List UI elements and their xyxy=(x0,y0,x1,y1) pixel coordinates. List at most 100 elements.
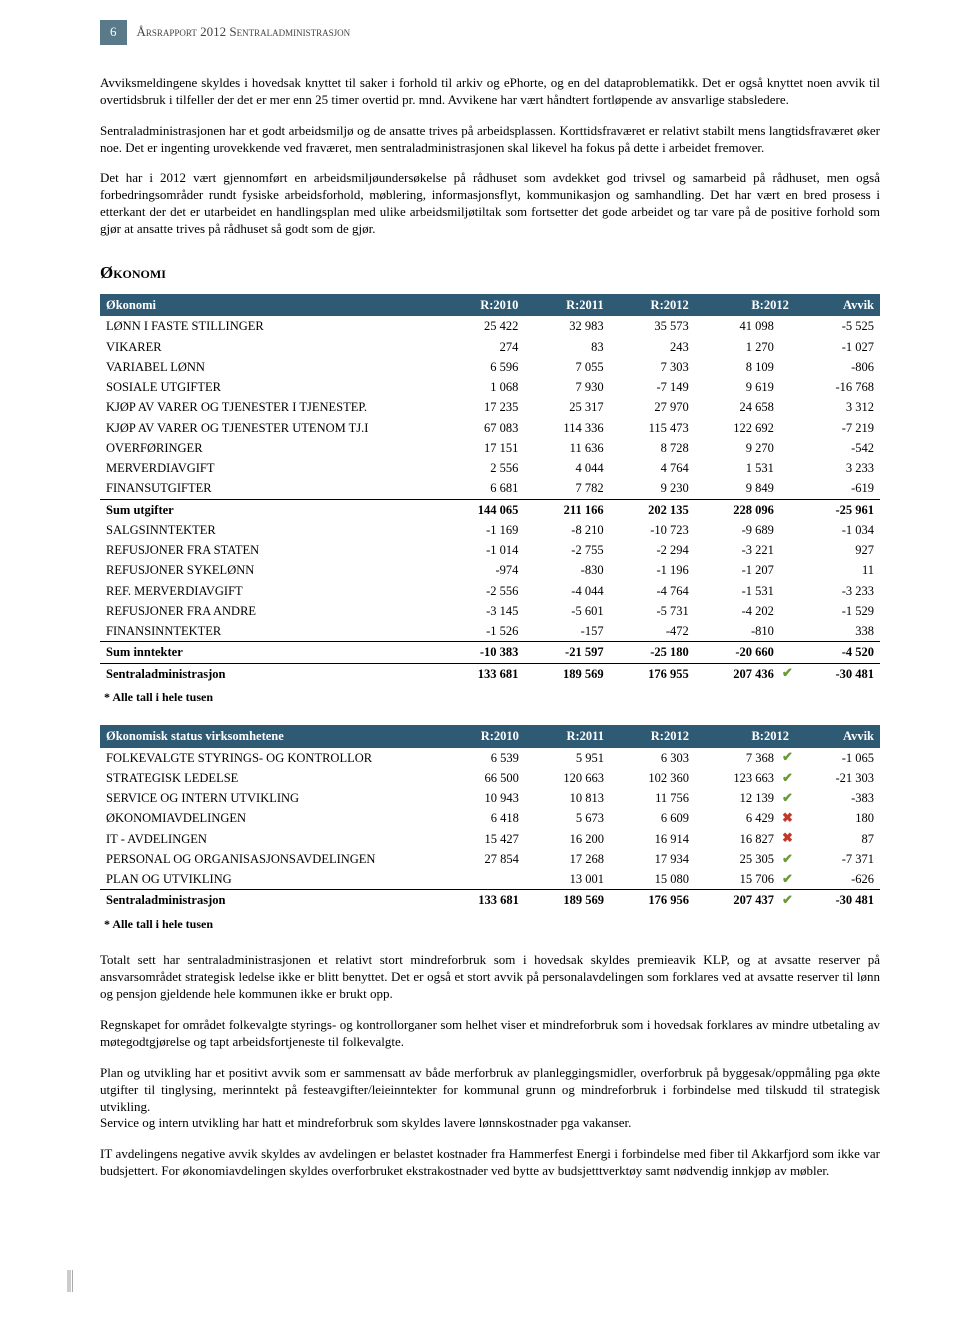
check-icon: ✔ xyxy=(782,871,793,886)
row-cell: -2 294 xyxy=(610,540,695,560)
row-cell: -619 xyxy=(795,478,880,499)
row-cell: -810 xyxy=(695,621,780,642)
row-icon xyxy=(780,642,795,663)
row-cell: 27 854 xyxy=(440,849,525,869)
row-label: IT - AVDELINGEN xyxy=(100,829,440,849)
header-title: Årsrapport 2012 Sentraladministrasjon xyxy=(137,24,351,41)
row-cell: 15 706 xyxy=(695,869,780,890)
row-cell: 5 673 xyxy=(525,808,610,828)
check-icon: ✔ xyxy=(782,851,793,866)
row-cell: 211 166 xyxy=(524,499,609,520)
row-cell: 11 xyxy=(795,560,880,580)
row-cell: 1 531 xyxy=(695,458,780,478)
table-row: SALGSINNTEKTER-1 169-8 210-10 723-9 689-… xyxy=(100,520,880,540)
row-label: REF. MERVERDIAVGIFT xyxy=(100,581,439,601)
row-cell: 11 756 xyxy=(610,788,695,808)
row-cell: 133 681 xyxy=(440,890,525,911)
row-cell: 228 096 xyxy=(695,499,780,520)
row-cell: 9 619 xyxy=(695,377,780,397)
body-paragraph: IT avdelingens negative avvik skyldes av… xyxy=(100,1146,880,1180)
table-row: FOLKEVALGTE STYRINGS- OG KONTROLLOR6 539… xyxy=(100,748,880,768)
body-paragraph: Regnskapet for området folkevalgte styri… xyxy=(100,1017,880,1051)
row-cell: 927 xyxy=(795,540,880,560)
row-icon: ✔ xyxy=(780,748,795,768)
row-label: PERSONAL OG ORGANISASJONSAVDELINGEN xyxy=(100,849,440,869)
row-cell: -7 149 xyxy=(610,377,695,397)
row-cell: 4 764 xyxy=(610,458,695,478)
row-cell: -1 207 xyxy=(695,560,780,580)
row-cell: 1 270 xyxy=(695,337,780,357)
row-cell: 6 596 xyxy=(439,357,524,377)
row-label: REFUSJONER FRA ANDRE xyxy=(100,601,439,621)
table-row: REF. MERVERDIAVGIFT-2 556-4 044-4 764-1 … xyxy=(100,581,880,601)
row-cell: -7 371 xyxy=(795,849,880,869)
table-row: VIKARER274832431 270-1 027 xyxy=(100,337,880,357)
body-paragraph: Plan og utvikling har et positivt avvik … xyxy=(100,1065,880,1133)
row-label: Sum inntekter xyxy=(100,642,439,663)
row-label: FINANSINNTEKTER xyxy=(100,621,439,642)
row-icon xyxy=(780,397,795,417)
check-icon: ✔ xyxy=(782,770,793,785)
row-cell: 207 437 xyxy=(695,890,780,911)
row-cell: 6 681 xyxy=(439,478,524,499)
table-row: VARIABEL LØNN6 5967 0557 3038 109-806 xyxy=(100,357,880,377)
row-cell: 207 436 xyxy=(695,663,780,684)
table-row: REFUSJONER FRA ANDRE-3 145-5 601-5 731-4… xyxy=(100,601,880,621)
row-label: REFUSJONER FRA STATEN xyxy=(100,540,439,560)
table-row: KJØP AV VARER OG TJENESTER UTENOM TJ.I67… xyxy=(100,418,880,438)
row-cell: 25 317 xyxy=(524,397,609,417)
row-cell: 144 065 xyxy=(439,499,524,520)
row-cell: 7 368 xyxy=(695,748,780,768)
section-title-okonomi: Økonomi xyxy=(100,262,880,284)
row-cell: -3 233 xyxy=(795,581,880,601)
row-cell: -3 145 xyxy=(439,601,524,621)
row-cell: -1 526 xyxy=(439,621,524,642)
table-row: REFUSJONER FRA STATEN-1 014-2 755-2 294-… xyxy=(100,540,880,560)
row-cell: 274 xyxy=(439,337,524,357)
row-cell: -10 383 xyxy=(439,642,524,663)
row-cell: 25 305 xyxy=(695,849,780,869)
row-icon xyxy=(780,499,795,520)
row-cell: 67 083 xyxy=(439,418,524,438)
body-paragraph: Avviksmeldingene skyldes i hovedsak knyt… xyxy=(100,75,880,109)
row-cell: -1 014 xyxy=(439,540,524,560)
table-row: Sentraladministrasjon133 681189 569176 9… xyxy=(100,663,880,684)
row-cell: 5 951 xyxy=(525,748,610,768)
row-cell: 24 658 xyxy=(695,397,780,417)
row-cell: -542 xyxy=(795,438,880,458)
row-label: KJØP AV VARER OG TJENESTER I TJENESTEP. xyxy=(100,397,439,417)
row-cell xyxy=(440,869,525,890)
row-cell: -806 xyxy=(795,357,880,377)
row-cell: 9 270 xyxy=(695,438,780,458)
row-cell: -1 169 xyxy=(439,520,524,540)
row-label: KJØP AV VARER OG TJENESTER UTENOM TJ.I xyxy=(100,418,439,438)
row-icon xyxy=(780,418,795,438)
row-cell: -1 196 xyxy=(610,560,695,580)
row-cell: -4 764 xyxy=(610,581,695,601)
row-cell: 17 934 xyxy=(610,849,695,869)
table-row: REFUSJONER SYKELØNN-974-830-1 196-1 2071… xyxy=(100,560,880,580)
row-cell: -8 210 xyxy=(524,520,609,540)
row-cell: -157 xyxy=(524,621,609,642)
check-icon: ✔ xyxy=(782,892,793,907)
row-label: Sum utgifter xyxy=(100,499,439,520)
row-cell: 243 xyxy=(610,337,695,357)
table-row: IT - AVDELINGEN15 42716 20016 91416 827✖… xyxy=(100,829,880,849)
row-label: SOSIALE UTGIFTER xyxy=(100,377,439,397)
row-cell: 9 230 xyxy=(610,478,695,499)
table-header: Avvik xyxy=(795,725,880,747)
row-icon xyxy=(780,581,795,601)
body-paragraph: Sentraladministrasjonen har et godt arbe… xyxy=(100,123,880,157)
check-icon: ✔ xyxy=(782,665,793,680)
row-icon: ✔ xyxy=(780,849,795,869)
row-cell: 25 422 xyxy=(439,316,524,336)
body-paragraph: Det har i 2012 vært gjennomført en arbei… xyxy=(100,170,880,238)
row-icon: ✔ xyxy=(780,869,795,890)
check-icon: ✔ xyxy=(782,749,793,764)
row-cell: -21 303 xyxy=(795,768,880,788)
cross-icon: ✖ xyxy=(782,810,793,825)
row-cell: 8 728 xyxy=(610,438,695,458)
row-cell: -4 202 xyxy=(695,601,780,621)
row-cell: -10 723 xyxy=(610,520,695,540)
row-cell: 10 943 xyxy=(440,788,525,808)
